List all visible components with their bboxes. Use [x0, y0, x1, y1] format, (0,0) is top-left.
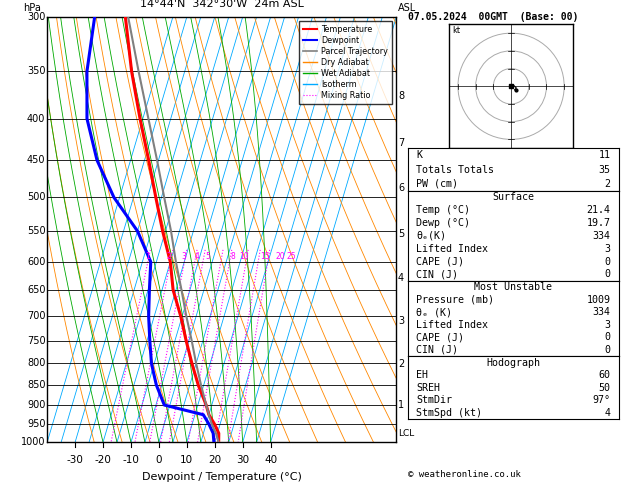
Text: Totals Totals: Totals Totals	[416, 165, 494, 174]
Text: CIN (J): CIN (J)	[416, 269, 458, 279]
Text: 700: 700	[27, 311, 45, 321]
Text: LCL: LCL	[398, 429, 415, 438]
Text: Mixing Ratio (g/kg): Mixing Ratio (g/kg)	[411, 187, 420, 273]
Text: kt: kt	[453, 26, 461, 35]
Text: 07.05.2024  00GMT  (Base: 00): 07.05.2024 00GMT (Base: 00)	[408, 12, 578, 22]
Text: 25: 25	[287, 252, 297, 260]
Text: 60: 60	[598, 370, 611, 380]
Text: 15: 15	[260, 252, 270, 260]
Text: CAPE (J): CAPE (J)	[416, 257, 464, 267]
Text: 2: 2	[604, 179, 611, 189]
Text: hPa: hPa	[23, 3, 41, 13]
Text: 8: 8	[231, 252, 235, 260]
Text: 900: 900	[27, 400, 45, 410]
Text: 21.4: 21.4	[586, 205, 611, 215]
Text: 950: 950	[27, 419, 45, 429]
Text: 850: 850	[27, 380, 45, 390]
Text: 600: 600	[27, 257, 45, 267]
Text: 0: 0	[155, 455, 162, 465]
Text: Most Unstable: Most Unstable	[474, 282, 552, 292]
Text: -10: -10	[123, 455, 140, 465]
Text: K: K	[416, 150, 422, 160]
Text: 4: 4	[604, 408, 611, 418]
Text: θₑ(K): θₑ(K)	[416, 231, 446, 241]
Text: 1: 1	[398, 399, 404, 410]
Text: CIN (J): CIN (J)	[416, 345, 458, 355]
Text: 4: 4	[398, 273, 404, 283]
Text: 8: 8	[398, 91, 404, 101]
Text: 7: 7	[398, 138, 404, 148]
Text: EH: EH	[416, 370, 428, 380]
Text: 1: 1	[145, 252, 150, 260]
Text: 40: 40	[264, 455, 277, 465]
Text: Dewpoint / Temperature (°C): Dewpoint / Temperature (°C)	[142, 472, 302, 482]
Text: 6: 6	[398, 183, 404, 193]
Text: 1009: 1009	[586, 295, 611, 305]
Text: 334: 334	[593, 307, 611, 317]
Text: 10: 10	[181, 455, 193, 465]
Text: 0: 0	[604, 257, 611, 267]
Text: 20: 20	[276, 252, 286, 260]
Text: 20: 20	[208, 455, 221, 465]
Text: 0: 0	[604, 269, 611, 279]
Legend: Temperature, Dewpoint, Parcel Trajectory, Dry Adiabat, Wet Adiabat, Isotherm, Mi: Temperature, Dewpoint, Parcel Trajectory…	[299, 21, 392, 104]
Text: SREH: SREH	[416, 383, 440, 393]
Text: 3: 3	[182, 252, 187, 260]
Text: km
ASL: km ASL	[398, 0, 416, 13]
Text: 3: 3	[604, 244, 611, 254]
Text: -30: -30	[67, 455, 84, 465]
Text: 4: 4	[194, 252, 199, 260]
Text: 14°44'N  342°30'W  24m ASL: 14°44'N 342°30'W 24m ASL	[140, 0, 304, 8]
Text: 550: 550	[27, 226, 45, 236]
Text: Pressure (mb): Pressure (mb)	[416, 295, 494, 305]
Text: 2: 2	[167, 252, 171, 260]
Text: 1000: 1000	[21, 437, 45, 447]
Text: Lifted Index: Lifted Index	[416, 244, 488, 254]
Text: 450: 450	[27, 155, 45, 165]
Text: PW (cm): PW (cm)	[416, 179, 458, 189]
Text: CAPE (J): CAPE (J)	[416, 332, 464, 343]
Text: 35: 35	[598, 165, 611, 174]
Text: 11: 11	[598, 150, 611, 160]
Text: θₑ (K): θₑ (K)	[416, 307, 452, 317]
Text: 3: 3	[604, 320, 611, 330]
Text: Surface: Surface	[493, 192, 534, 203]
Text: StmSpd (kt): StmSpd (kt)	[416, 408, 482, 418]
Text: 2: 2	[398, 359, 404, 369]
Text: 0: 0	[604, 345, 611, 355]
Text: 50: 50	[598, 383, 611, 393]
Text: 5: 5	[398, 228, 404, 239]
Text: 400: 400	[27, 114, 45, 123]
Text: 500: 500	[27, 192, 45, 203]
Text: 30: 30	[236, 455, 249, 465]
Text: 3: 3	[398, 316, 404, 326]
Text: -20: -20	[94, 455, 111, 465]
Text: 19.7: 19.7	[586, 218, 611, 228]
Text: 750: 750	[27, 336, 45, 346]
Text: Hodograph: Hodograph	[486, 358, 540, 367]
Text: Dewp (°C): Dewp (°C)	[416, 218, 470, 228]
Text: 300: 300	[27, 12, 45, 22]
Text: StmDir: StmDir	[416, 396, 452, 405]
Text: © weatheronline.co.uk: © weatheronline.co.uk	[408, 469, 520, 479]
Text: 650: 650	[27, 285, 45, 295]
Text: 97°: 97°	[593, 396, 611, 405]
Text: 350: 350	[27, 67, 45, 76]
Text: 5: 5	[206, 252, 211, 260]
Text: 800: 800	[27, 359, 45, 368]
Text: 10: 10	[240, 252, 249, 260]
Text: Temp (°C): Temp (°C)	[416, 205, 470, 215]
Text: 334: 334	[593, 231, 611, 241]
Text: 0: 0	[604, 332, 611, 343]
Text: Lifted Index: Lifted Index	[416, 320, 488, 330]
